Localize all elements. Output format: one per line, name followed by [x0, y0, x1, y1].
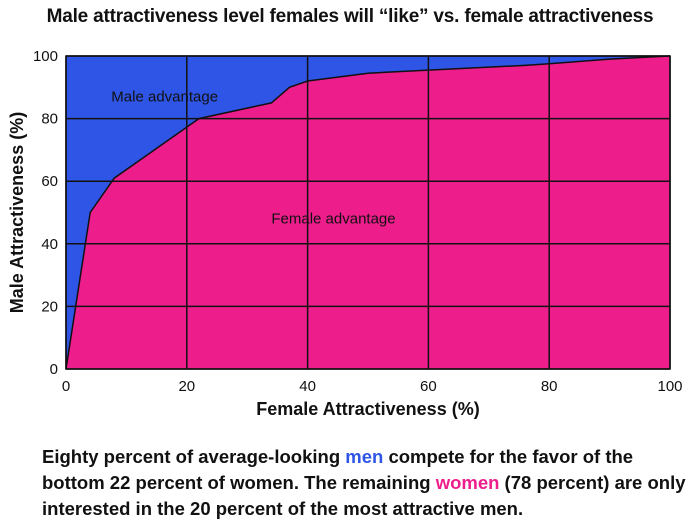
x-tick-label: 40	[299, 378, 316, 395]
x-axis-title: Female Attractiveness (%)	[256, 399, 479, 419]
region-label-male: Male advantage	[111, 88, 218, 105]
y-tick-label: 100	[33, 48, 58, 65]
x-tick-label: 100	[657, 378, 682, 395]
region-label-female: Female advantage	[271, 210, 395, 227]
y-tick-label: 20	[41, 298, 58, 315]
female-advantage-region	[66, 56, 670, 369]
y-tick-label: 80	[41, 111, 58, 128]
y-axis-title: Male Attractiveness (%)	[7, 112, 27, 313]
caption-women: women	[435, 472, 500, 493]
caption-part1: Eighty percent of average-looking	[42, 446, 346, 467]
caption-men: men	[345, 446, 384, 467]
plot-frame	[65, 55, 671, 370]
caption-part2: compete for the favor of the bottom 22 p…	[42, 446, 634, 493]
y-tick-label: 0	[50, 361, 58, 378]
caption-part3: (78 percent) are only interested in the …	[42, 472, 686, 519]
y-tick-label: 60	[41, 173, 58, 190]
x-tick-label: 20	[178, 378, 195, 395]
x-tick-label: 0	[62, 378, 70, 395]
chart-title: Male attractiveness level females will “…	[46, 6, 654, 27]
x-tick-label: 80	[541, 378, 558, 395]
x-axis-ticks: 0 20 40 60 80 100	[62, 378, 683, 395]
x-tick-label: 60	[420, 378, 437, 395]
y-tick-label: 40	[41, 236, 58, 253]
series-line	[65, 55, 671, 370]
y-axis-ticks: 0 20 40 60 80 100	[33, 48, 58, 378]
chart-plot: 0 20 40 60 80 100 0 20 40 60 80 100 Male advantage…	[7, 48, 683, 419]
caption: Eighty percent of average-looking men co…	[42, 444, 692, 522]
